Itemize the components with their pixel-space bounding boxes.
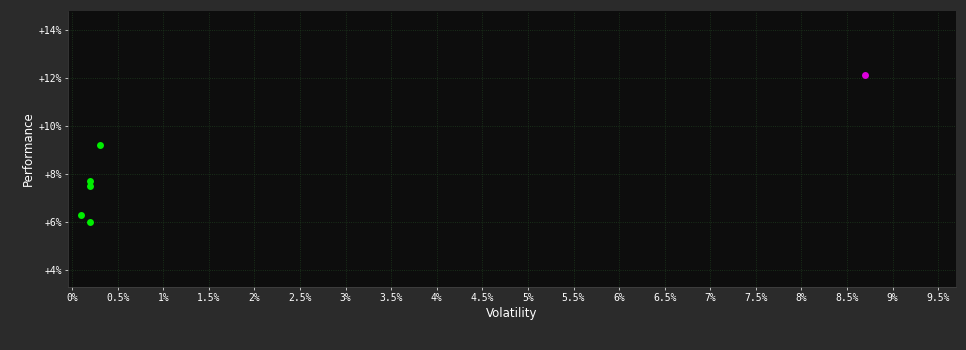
Point — [92, 142, 107, 148]
X-axis label: Volatility: Volatility — [486, 307, 538, 320]
Point — [83, 183, 99, 189]
Point — [73, 212, 89, 218]
Point — [83, 178, 99, 184]
Y-axis label: Performance: Performance — [21, 111, 35, 186]
Point — [83, 219, 99, 225]
Point — [858, 72, 873, 78]
